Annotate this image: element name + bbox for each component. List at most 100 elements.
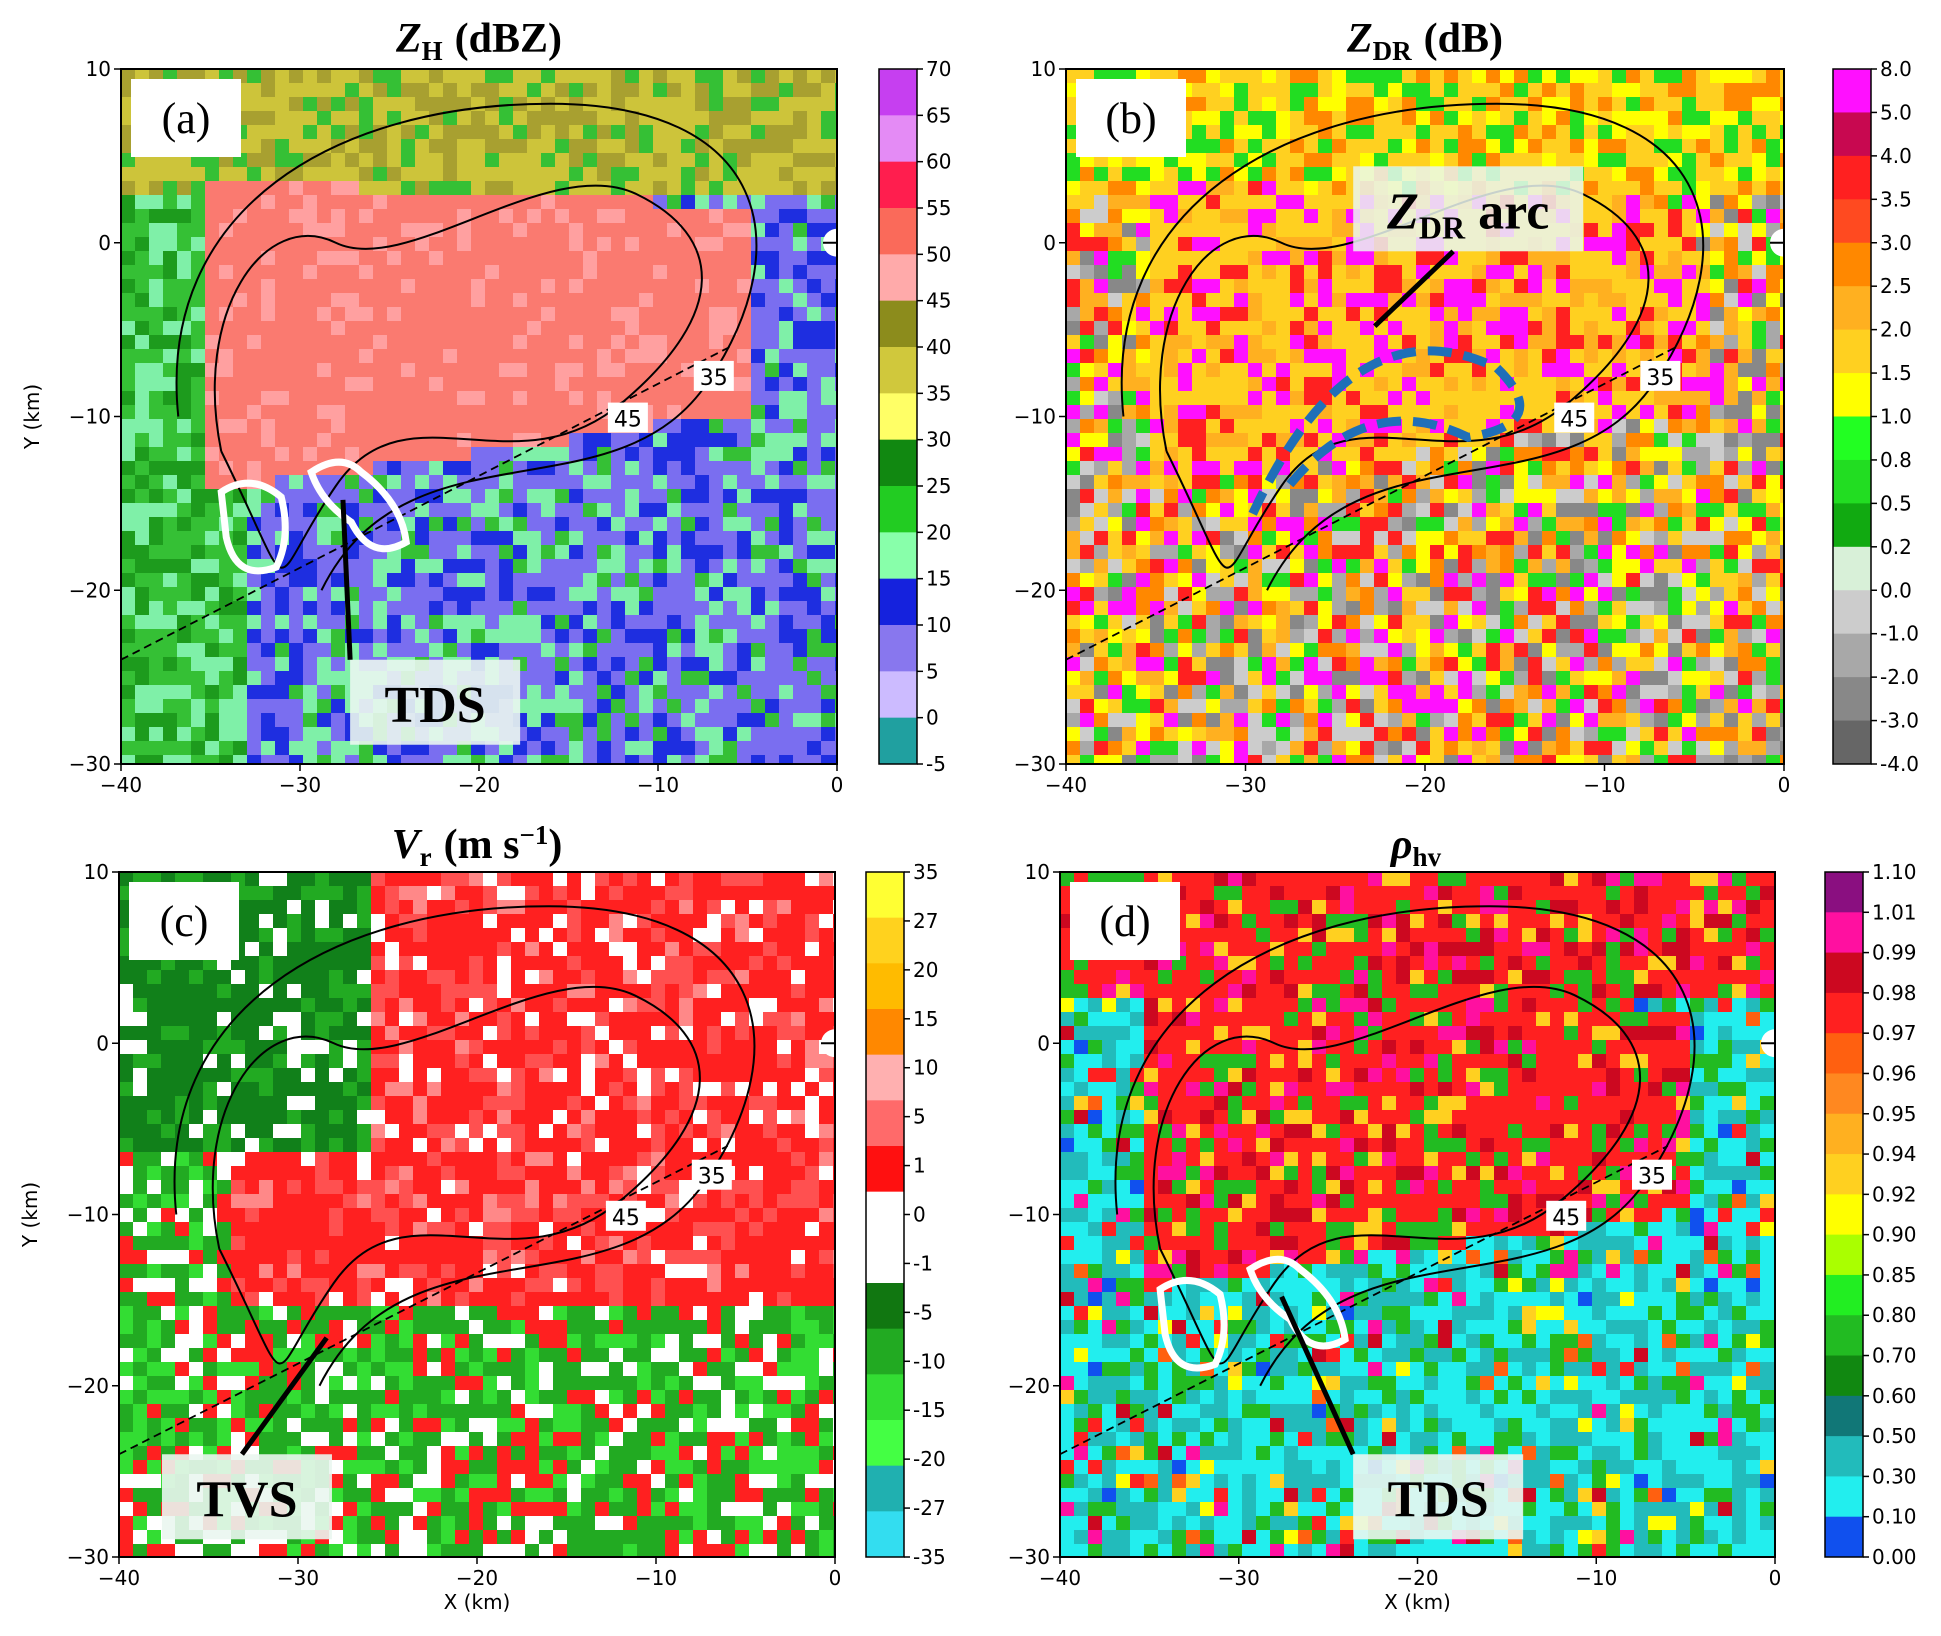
field-cell <box>1766 307 1780 321</box>
field-cell <box>1752 363 1766 377</box>
field-cell <box>1584 167 1598 181</box>
field-cell <box>1206 671 1220 685</box>
field-cell <box>1710 517 1724 531</box>
field-cell <box>1206 111 1220 125</box>
field-cell <box>555 69 569 83</box>
field-cell <box>401 391 415 405</box>
field-cell <box>1570 489 1584 503</box>
field-cell <box>653 755 667 764</box>
field-cell <box>1318 489 1332 503</box>
field-cell <box>751 335 765 349</box>
field-cell <box>1752 545 1766 559</box>
field-cell <box>443 601 457 615</box>
field-cell <box>471 139 485 153</box>
field-cell <box>1234 181 1248 195</box>
field-cell <box>1612 587 1626 601</box>
field-cell <box>1528 363 1542 377</box>
field-cell <box>317 615 331 629</box>
field-cell <box>1346 545 1360 559</box>
field-cell <box>667 461 681 475</box>
field-cell <box>1500 125 1514 139</box>
field-cell <box>387 237 401 251</box>
field-cell <box>289 125 303 139</box>
field-cell <box>513 349 527 363</box>
field-cell <box>779 629 793 643</box>
field-cell <box>457 363 471 377</box>
field-cell <box>1500 615 1514 629</box>
field-cell <box>1416 307 1430 321</box>
field-cell <box>681 307 695 321</box>
field-cell <box>163 615 177 629</box>
field-cell <box>1178 559 1192 573</box>
field-cell <box>429 321 443 335</box>
field-cell <box>709 223 723 237</box>
field-cell <box>765 349 779 363</box>
field-cell <box>639 615 653 629</box>
field-cell <box>1150 293 1164 307</box>
field-cell <box>177 321 191 335</box>
field-cell <box>1332 279 1346 293</box>
field-cell <box>1220 153 1234 167</box>
field-cell <box>611 601 625 615</box>
field-cell <box>1360 517 1374 531</box>
field-cell <box>1598 139 1612 153</box>
field-cell <box>681 713 695 727</box>
field-cell <box>1374 265 1388 279</box>
field-cell <box>1486 629 1500 643</box>
field-cell <box>345 223 359 237</box>
field-cell <box>1150 419 1164 433</box>
field-cell <box>177 391 191 405</box>
field-cell <box>737 167 751 181</box>
field-cell <box>289 111 303 125</box>
field-cell <box>1584 447 1598 461</box>
field-cell <box>1402 489 1416 503</box>
field-cell <box>1248 335 1262 349</box>
field-cell <box>331 83 345 97</box>
field-cell <box>667 321 681 335</box>
field-cell <box>1598 363 1612 377</box>
field-cell <box>205 195 219 209</box>
field-cell <box>1752 517 1766 531</box>
field-cell <box>135 545 149 559</box>
field-cell <box>1752 195 1766 209</box>
field-cell <box>569 363 583 377</box>
field-cell <box>1682 629 1696 643</box>
field-cell <box>709 419 723 433</box>
field-cell <box>485 489 499 503</box>
field-cell <box>303 629 317 643</box>
field-cell <box>1262 587 1276 601</box>
field-cell <box>737 209 751 223</box>
field-cell <box>289 83 303 97</box>
field-cell <box>1262 391 1276 405</box>
field-cell <box>779 657 793 671</box>
field-cell <box>1332 307 1346 321</box>
field-cell <box>709 433 723 447</box>
field-cell <box>415 755 429 764</box>
field-cell <box>527 587 541 601</box>
field-cell <box>1360 97 1374 111</box>
field-cell <box>149 251 163 265</box>
field-cell <box>667 447 681 461</box>
field-cell <box>751 699 765 713</box>
field-cell <box>387 419 401 433</box>
field-cell <box>1584 363 1598 377</box>
field-cell <box>1710 377 1724 391</box>
field-cell <box>793 559 807 573</box>
field-cell <box>1430 629 1444 643</box>
field-cell <box>1136 419 1150 433</box>
field-cell <box>1318 461 1332 475</box>
field-cell <box>625 209 639 223</box>
field-cell <box>1626 69 1640 83</box>
field-cell <box>723 307 737 321</box>
field-cell <box>1570 111 1584 125</box>
field-cell <box>163 181 177 195</box>
field-cell <box>1080 181 1094 195</box>
field-cell <box>625 671 639 685</box>
field-cell <box>1654 209 1668 223</box>
field-cell <box>653 335 667 349</box>
field-cell <box>1374 517 1388 531</box>
field-cell <box>1752 447 1766 461</box>
field-cell <box>765 489 779 503</box>
field-cell <box>317 181 331 195</box>
field-cell <box>681 153 695 167</box>
